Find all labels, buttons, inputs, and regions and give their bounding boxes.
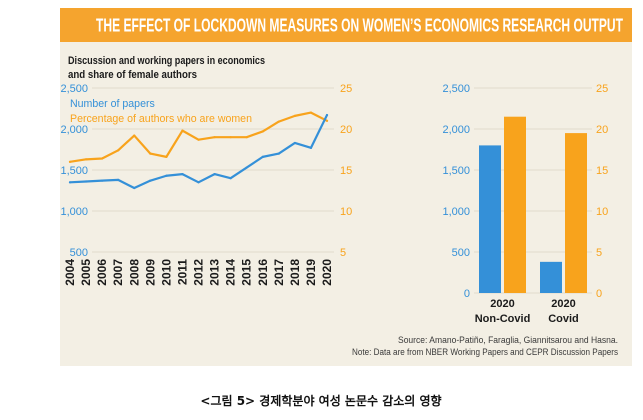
series-point-number-of-papers bbox=[181, 173, 184, 176]
banner-title: THE EFFECT OF LOCKDOWN MEASURES ON WOMEN… bbox=[96, 16, 623, 36]
series-point-percentage-of-authors-who-are-women bbox=[245, 136, 248, 139]
series-point-percentage-of-authors-who-are-women bbox=[117, 149, 120, 152]
y-left-tick-label: 1,000 bbox=[60, 206, 88, 218]
series-point-percentage-of-authors-who-are-women bbox=[181, 129, 184, 132]
series-point-percentage-of-authors-who-are-women bbox=[133, 134, 136, 137]
series-point-number-of-papers bbox=[68, 181, 72, 184]
bar-category-label: Non-Covid bbox=[475, 313, 531, 325]
bar-non-covid-papers bbox=[479, 145, 501, 293]
series-point-percentage-of-authors-who-are-women bbox=[149, 152, 152, 155]
x-tick-label: 2016 bbox=[256, 259, 270, 286]
bar-covid-women-share bbox=[565, 133, 587, 293]
left-chart-title-line-2: and share of female authors bbox=[68, 69, 197, 81]
x-tick-label: 2018 bbox=[288, 259, 302, 286]
x-tick-label: 2012 bbox=[192, 259, 206, 286]
series-point-number-of-papers bbox=[165, 174, 168, 177]
bar-non-covid-women-share bbox=[504, 116, 526, 293]
y-right-tick-label: 15 bbox=[340, 165, 352, 177]
x-tick-label: 2005 bbox=[79, 259, 93, 286]
left-chart-title-line-1: Discussion and working papers in economi… bbox=[68, 55, 265, 67]
series-point-number-of-papers bbox=[101, 179, 104, 182]
series-point-number-of-papers bbox=[197, 181, 200, 184]
series-point-number-of-papers bbox=[325, 113, 329, 117]
y-left-tick-label: 0 bbox=[464, 288, 470, 300]
series-point-number-of-papers bbox=[229, 177, 232, 180]
title-banner bbox=[60, 8, 632, 42]
y-right-tick-label: 20 bbox=[340, 124, 352, 136]
x-tick-label: 2006 bbox=[95, 259, 109, 286]
figure-caption: <그림 5> 경제학분야 여성 논문수 감소의 영향 bbox=[200, 393, 441, 408]
x-tick-label: 2004 bbox=[63, 259, 77, 286]
legend-percentage-women-authors: Percentage of authors who are women bbox=[70, 113, 252, 125]
y-left-tick-label: 2,000 bbox=[60, 124, 88, 136]
series-point-number-of-papers bbox=[277, 152, 280, 155]
series-point-number-of-papers bbox=[213, 173, 216, 176]
y-right-tick-label: 5 bbox=[596, 247, 602, 259]
y-left-tick-label: 2,500 bbox=[60, 83, 88, 95]
series-point-percentage-of-authors-who-are-women bbox=[277, 120, 280, 123]
bar-covid-papers bbox=[540, 261, 562, 293]
x-tick-label: 2008 bbox=[127, 259, 141, 286]
series-point-percentage-of-authors-who-are-women bbox=[68, 160, 72, 163]
series-point-number-of-papers bbox=[84, 180, 88, 183]
series-point-percentage-of-authors-who-are-women bbox=[325, 119, 329, 122]
series-point-percentage-of-authors-who-are-women bbox=[309, 111, 313, 114]
right-chart: 2,500 2,000 1,500 1,000 500 0 25 20 15 10 5 0 2020 No… bbox=[442, 83, 608, 325]
y-right-tick-label: 0 bbox=[596, 288, 602, 300]
y-right-tick-label: 10 bbox=[340, 206, 352, 218]
series-point-number-of-papers bbox=[309, 146, 313, 149]
series-point-percentage-of-authors-who-are-women bbox=[261, 130, 264, 133]
panel-background bbox=[60, 8, 632, 366]
series-point-percentage-of-authors-who-are-women bbox=[293, 114, 296, 117]
legend: Number of papers Percentage of authors w… bbox=[70, 98, 252, 125]
series-point-number-of-papers bbox=[133, 186, 136, 190]
series-point-number-of-papers bbox=[149, 179, 152, 182]
x-tick-label: 2009 bbox=[143, 259, 157, 286]
y-left-tick-label: 2,500 bbox=[442, 83, 470, 95]
y-right-tick-label: 25 bbox=[340, 83, 352, 95]
series-point-number-of-papers bbox=[293, 141, 296, 145]
series-point-percentage-of-authors-who-are-women bbox=[229, 136, 232, 139]
y-left-tick-label: 1,500 bbox=[60, 165, 88, 177]
legend-number-of-papers: Number of papers bbox=[70, 98, 155, 110]
series-point-percentage-of-authors-who-are-women bbox=[197, 138, 200, 141]
bar-category-year: 2020 bbox=[551, 298, 575, 310]
x-tick-label: 2007 bbox=[111, 259, 125, 286]
x-tick-label: 2013 bbox=[208, 259, 222, 286]
x-tick-label: 2014 bbox=[224, 259, 238, 286]
y-right-tick-label: 10 bbox=[596, 206, 608, 218]
y-left-tick-label: 500 bbox=[70, 247, 88, 259]
bar-category-label: Covid bbox=[548, 313, 579, 325]
y-left-tick-label: 1,500 bbox=[442, 165, 470, 177]
series-point-percentage-of-authors-who-are-women bbox=[101, 157, 104, 160]
x-tick-label: 2015 bbox=[240, 259, 254, 286]
y-right-tick-label: 15 bbox=[596, 165, 608, 177]
y-left-tick-label: 500 bbox=[452, 247, 470, 259]
y-right-tick-label: 20 bbox=[596, 124, 608, 136]
y-right-tick-label: 5 bbox=[340, 247, 346, 259]
series-point-percentage-of-authors-who-are-women bbox=[84, 158, 88, 161]
x-tick-label: 2020 bbox=[320, 259, 334, 286]
series-point-number-of-papers bbox=[117, 178, 120, 181]
source-text: Source: Amano-Patiño, Faraglia, Giannits… bbox=[398, 335, 618, 345]
x-tick-label: 2019 bbox=[304, 259, 318, 286]
series-point-number-of-papers bbox=[261, 155, 264, 158]
series-point-percentage-of-authors-who-are-women bbox=[165, 155, 168, 158]
x-tick-label: 2010 bbox=[159, 259, 173, 286]
bar-category-year: 2020 bbox=[490, 298, 514, 310]
y-left-tick-label: 1,000 bbox=[442, 206, 470, 218]
x-tick-label: 2011 bbox=[175, 259, 189, 285]
series-point-percentage-of-authors-who-are-women bbox=[213, 136, 216, 139]
y-right-tick-label: 25 bbox=[596, 83, 608, 95]
left-chart: Discussion and working papers in economi… bbox=[60, 55, 352, 286]
note-text: Note: Data are from NBER Working Papers … bbox=[352, 347, 618, 357]
series-point-number-of-papers bbox=[245, 166, 248, 169]
x-tick-label: 2017 bbox=[272, 259, 286, 286]
y-left-tick-label: 2,000 bbox=[442, 124, 470, 136]
